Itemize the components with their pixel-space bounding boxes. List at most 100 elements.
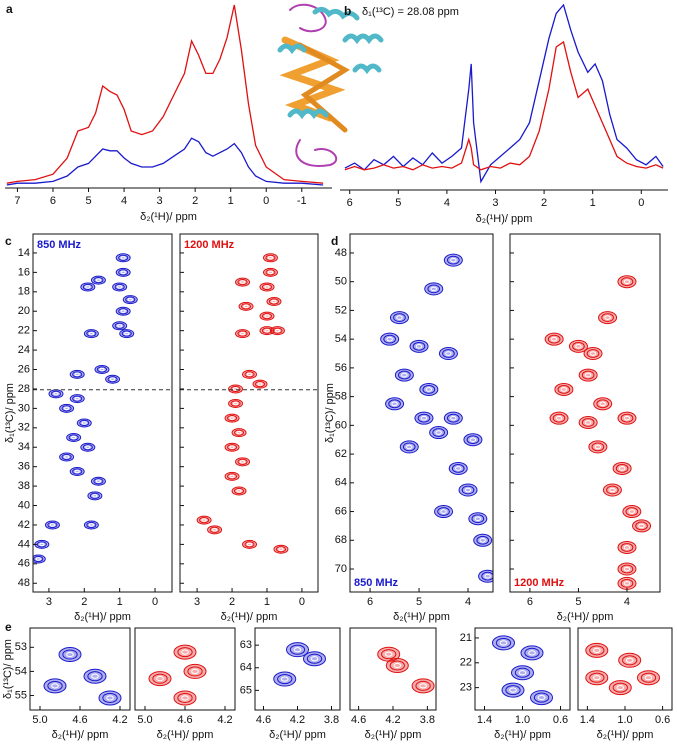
peak (173, 644, 197, 660)
x-tick-label: 5 (575, 596, 581, 608)
x-tick-label: 5.0 (137, 714, 152, 726)
y-tick-label: 42 (18, 519, 30, 531)
peak (224, 442, 240, 452)
contour-ring (572, 341, 585, 351)
contour-ring (177, 647, 193, 658)
panel-frame (254, 627, 341, 711)
y-tick-label: 38 (18, 480, 30, 492)
contour-ring (499, 640, 508, 646)
peak (463, 433, 483, 447)
contour-ring (612, 682, 628, 693)
contour-ring (120, 270, 126, 275)
contour-ring (95, 479, 102, 483)
contour-ring (74, 372, 80, 377)
contour-ring (95, 278, 102, 282)
x-tick-label: 4 (444, 197, 450, 209)
y-tick-label: 64 (240, 662, 252, 674)
y-tick-label: 23 (460, 682, 472, 694)
panel-label: b (344, 4, 351, 18)
peak (448, 461, 468, 475)
y-tick-label: 40 (18, 499, 30, 511)
contour-ring (79, 419, 90, 427)
contour-ring (484, 573, 491, 579)
contour-ring (591, 442, 605, 452)
contour-ring (618, 466, 626, 471)
peak (242, 539, 258, 549)
contour-ring (92, 494, 98, 498)
peak (98, 690, 122, 706)
peak (286, 642, 309, 658)
peak (259, 282, 275, 292)
contour-ring (191, 668, 199, 675)
contour-ring (264, 285, 270, 289)
x-axis-label: δ₂(¹H)/ ppm (557, 611, 614, 623)
x-tick-label: 1.4 (477, 714, 492, 726)
contour-ring (232, 387, 239, 391)
peak (473, 533, 493, 547)
contour-ring (102, 692, 118, 703)
contour-ring (644, 675, 653, 681)
peak (242, 369, 258, 379)
x-axis-label: δ₂(¹H)/ ppm (221, 611, 278, 623)
contour-ring (381, 649, 397, 660)
contour-ring (552, 413, 566, 423)
peak (578, 368, 598, 382)
peak (429, 426, 449, 440)
peak (105, 374, 121, 384)
y-tick-label: 70 (335, 563, 347, 575)
contour-ring (62, 649, 78, 660)
contour-ring (236, 430, 242, 435)
contour-ring (388, 399, 401, 409)
contour-ring (261, 283, 273, 291)
contour-ring (86, 521, 97, 529)
contour-ring (596, 399, 610, 409)
x-axis-label: δ₂(¹H)/ ppm (269, 729, 326, 741)
contour-ring (432, 428, 445, 437)
contour-ring (277, 674, 293, 685)
spectrum-line (6, 4, 324, 184)
peak (578, 415, 598, 429)
contour-ring (93, 277, 104, 284)
x-tick-label: 3 (157, 195, 163, 207)
contour-ring (620, 578, 634, 588)
contour-ring (623, 581, 631, 586)
contour-ring (272, 327, 283, 334)
contour-ring (118, 254, 129, 261)
peak (434, 505, 454, 519)
peak (618, 652, 642, 668)
contour-ring (481, 571, 493, 581)
peak (66, 433, 82, 443)
x-tick-label: 2 (192, 195, 198, 207)
peak (235, 329, 251, 339)
peak (207, 525, 223, 535)
contour-ring (61, 405, 72, 412)
contour-ring (88, 331, 94, 336)
peak (69, 394, 85, 404)
contour-ring (99, 367, 105, 372)
peak (173, 690, 197, 706)
y-tick-label: 66 (335, 505, 347, 517)
y-tick-label: 32 (18, 422, 30, 434)
contour-ring (117, 324, 123, 328)
contour-ring (474, 516, 482, 522)
contour-ring (230, 385, 241, 393)
x-tick-label: 0 (263, 195, 269, 207)
contour-ring (293, 647, 302, 653)
peak (33, 554, 46, 564)
contour-ring (401, 372, 408, 378)
contour-ring (584, 420, 592, 425)
peak (83, 329, 99, 339)
contour-ring (589, 672, 605, 683)
y-axis-label: δ₁(¹³C)/ ppm (2, 639, 14, 699)
peak (492, 635, 515, 651)
x-tick-label: 0.6 (655, 714, 670, 726)
contour-ring (201, 518, 207, 522)
y-tick-label: 21 (460, 632, 472, 644)
contour-ring (393, 662, 402, 669)
contour-ring (117, 285, 123, 289)
x-tick-label: 4.6 (72, 714, 87, 726)
contour-ring (386, 336, 393, 342)
y-tick-label: 46 (18, 558, 30, 570)
peak (588, 440, 608, 454)
y-tick-label: 22 (18, 325, 30, 337)
